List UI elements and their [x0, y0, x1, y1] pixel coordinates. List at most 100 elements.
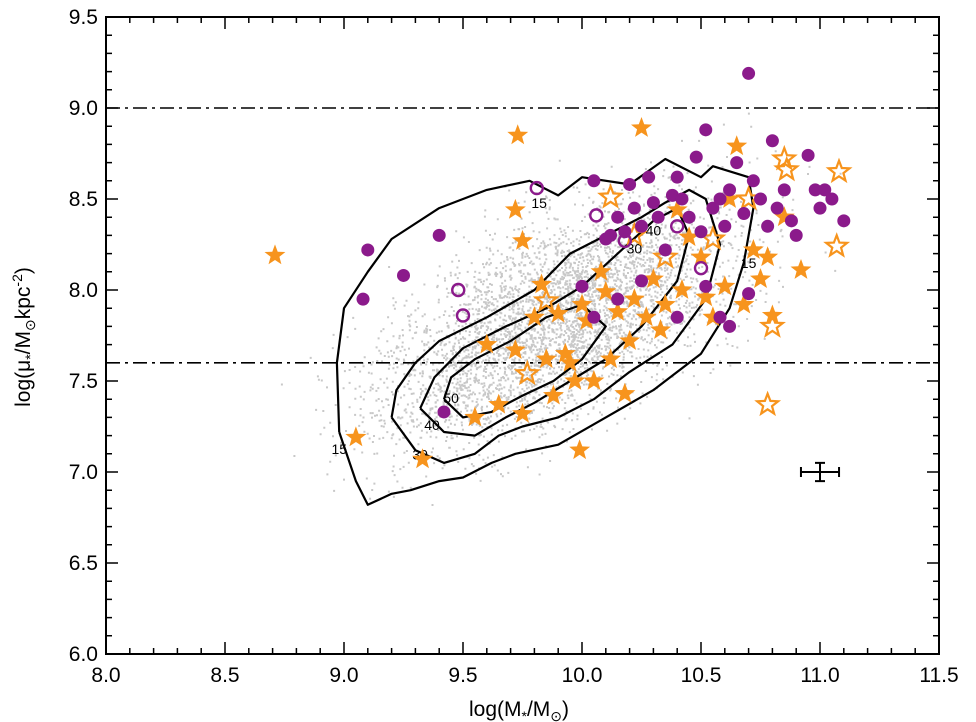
orange-star-filled	[614, 382, 636, 403]
purple-circle-filled	[818, 183, 832, 197]
orange-star-filled	[504, 339, 526, 359]
purple-circle-filled	[651, 210, 665, 224]
purple-circle-open	[670, 219, 685, 234]
orange-star-filled	[512, 229, 533, 250]
purple-circle-filled	[599, 232, 613, 246]
orange-star-open	[823, 232, 851, 258]
axis-ticks	[105, 16, 940, 655]
y-title-sub1: *	[22, 354, 38, 360]
orange-star-filled	[623, 288, 645, 308]
purple-circle-filled	[627, 201, 641, 215]
purple-circle-open	[589, 208, 604, 223]
purple-circle-filled	[789, 228, 803, 242]
purple-circle-open	[693, 260, 709, 276]
orange-star-filled	[488, 393, 510, 414]
y-title-suffix: )	[12, 267, 35, 274]
purple-circle-filled	[813, 201, 827, 215]
purple-circle-filled	[723, 183, 737, 197]
purple-circle-filled	[746, 174, 760, 188]
purple-circle-filled	[754, 192, 767, 206]
error-bar-cross	[799, 461, 841, 483]
y-tick-label: 9.5	[69, 6, 98, 29]
orange-star-filled	[719, 188, 740, 208]
purple-circle-filled	[801, 148, 815, 162]
orange-star-filled	[559, 351, 581, 372]
purple-circle-filled	[658, 243, 672, 257]
y-title-prefix: log(μ	[12, 360, 35, 407]
y-tick-label: 9.0	[69, 97, 98, 120]
purple-circle-filled	[770, 201, 784, 215]
purple-circle-filled	[713, 192, 727, 206]
orange-star-filled	[507, 124, 529, 145]
orange-star-open	[513, 359, 541, 386]
orange-star-open	[754, 390, 782, 417]
orange-star-filled	[523, 306, 545, 327]
purple-circle-filled	[699, 123, 713, 137]
orange-star-filled	[564, 370, 586, 390]
purple-circle-filled	[611, 292, 625, 306]
orange-star-filled	[600, 348, 621, 369]
orange-star-filled	[695, 286, 717, 307]
orange-star-open	[825, 157, 853, 184]
orange-star-open	[651, 243, 679, 269]
y-tick-label: 7.0	[69, 461, 98, 484]
purple-circle-filled	[699, 279, 713, 293]
purple-circle-filled	[694, 225, 708, 239]
purple-circle-filled	[784, 214, 798, 228]
orange-star-filled	[726, 135, 748, 156]
purple-circle-filled	[742, 66, 756, 80]
contour-line-50	[442, 303, 607, 419]
x-tick-label: 9.5	[448, 664, 477, 687]
orange-star-filled	[535, 348, 557, 369]
orange-star-filled	[476, 333, 498, 354]
purple-circle-open	[529, 180, 544, 196]
orange-star-open	[773, 155, 801, 182]
x-title-mid: /M	[527, 698, 550, 721]
purple-circle-filled	[642, 170, 656, 184]
purple-circle-filled	[587, 310, 601, 324]
contour-line-30	[390, 188, 722, 464]
purple-circle-filled	[706, 201, 720, 215]
orange-star-filled	[790, 259, 812, 279]
purple-circle-filled	[742, 287, 756, 301]
purple-circle-filled	[730, 156, 744, 170]
orange-star-filled	[757, 246, 779, 267]
orange-star-filled	[554, 342, 576, 363]
orange-star-filled	[742, 239, 764, 259]
plot-frame	[105, 16, 940, 655]
purple-circle-filled	[635, 274, 648, 288]
contour-label: 50	[443, 390, 459, 406]
orange-star-filled	[690, 246, 712, 267]
orange-star-filled	[412, 448, 433, 469]
y-title-sup: -2	[9, 274, 25, 287]
purple-circle-filled	[718, 219, 732, 233]
contour-label: 40	[646, 222, 662, 238]
purple-circle-filled	[682, 210, 696, 224]
y-title-sub2: ⊙	[22, 319, 38, 331]
orange-star-filled	[714, 275, 736, 296]
y-tick-label: 8.5	[69, 188, 98, 211]
purple-circle-filled	[713, 310, 727, 324]
x-title-sub2: ⊙	[550, 708, 562, 722]
orange-star-filled	[264, 244, 286, 265]
contour-line-15	[335, 157, 755, 506]
purple-circle-filled	[361, 243, 375, 257]
purple-circle-filled	[670, 170, 684, 184]
orange-star-filled	[650, 319, 671, 339]
plot-axes: 8.0 8.5 9.0 9.5 10.0 10.5 11.0 11.5 6.0 6.5 7.0 7.5…	[69, 6, 959, 687]
orange-star-open	[532, 286, 560, 313]
error-bar	[799, 461, 841, 483]
orange-star-filled	[504, 198, 526, 219]
purple-circle-filled	[723, 319, 737, 333]
x-tick-label: 8.5	[210, 664, 239, 687]
orange-star-filled	[773, 206, 795, 227]
orange-star-filled	[678, 226, 700, 247]
y-tick-label: 6.0	[69, 643, 98, 666]
purple-circle-open	[617, 233, 633, 249]
y-tick-label: 8.0	[69, 279, 98, 302]
orange-star-filled	[531, 273, 552, 294]
data-markers	[264, 66, 853, 469]
purple-circle-filled	[646, 196, 660, 210]
orange-star-filled	[569, 439, 591, 460]
purple-circle-filled	[635, 219, 648, 233]
